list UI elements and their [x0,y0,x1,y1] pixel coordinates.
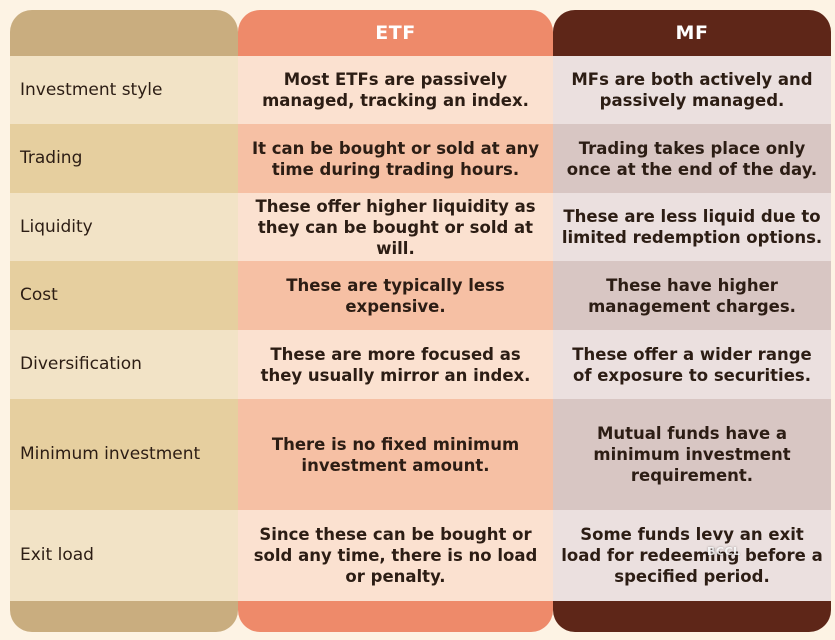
etf-header: ETF [375,22,416,44]
label-column-header [10,10,238,56]
mf-cell-exit-load: Some funds levy an exit load for redeemi… [553,510,831,601]
etf-column: ETF Most ETFs are passively managed, tra… [238,10,553,632]
etf-cell-trading: It can be bought or sold at any time dur… [238,124,553,193]
mf-cell-minimum-investment: Mutual funds have a minimum investment r… [553,399,831,510]
row-label-cost: Cost [10,261,238,330]
row-label-liquidity: Liquidity [10,193,238,261]
mf-column: MF MFs are both actively and passively m… [553,10,831,632]
mf-cell-cost: These have higher management charges. [553,261,831,330]
mf-cell-liquidity: These are less liquid due to limited red… [553,193,831,261]
row-label-trading: Trading [10,124,238,193]
row-label-diversification: Diversification [10,330,238,399]
mf-cell-investment-style: MFs are both actively and passively mana… [553,56,831,124]
mf-header: MF [675,22,709,44]
etf-cell-investment-style: Most ETFs are passively managed, trackin… [238,56,553,124]
row-label-exit-load: Exit load [10,510,238,601]
etf-cell-minimum-investment: There is no fixed minimum investment amo… [238,399,553,510]
etf-cell-diversification: These are more focused as they usually m… [238,330,553,399]
row-label-minimum-investment: Minimum investment [10,399,238,510]
etf-cell-liquidity: These offer higher liquidity as they can… [238,193,553,261]
row-label-investment-style: Investment style [10,56,238,124]
etf-cell-cost: These are typically less expensive. [238,261,553,330]
mf-cell-diversification: These offer a wider range of exposure to… [553,330,831,399]
etf-cell-exit-load: Since these can be bought or sold any ti… [238,510,553,601]
label-column: Investment style Trading Liquidity Cost … [10,10,238,632]
mf-cell-trading: Trading takes place only once at the end… [553,124,831,193]
